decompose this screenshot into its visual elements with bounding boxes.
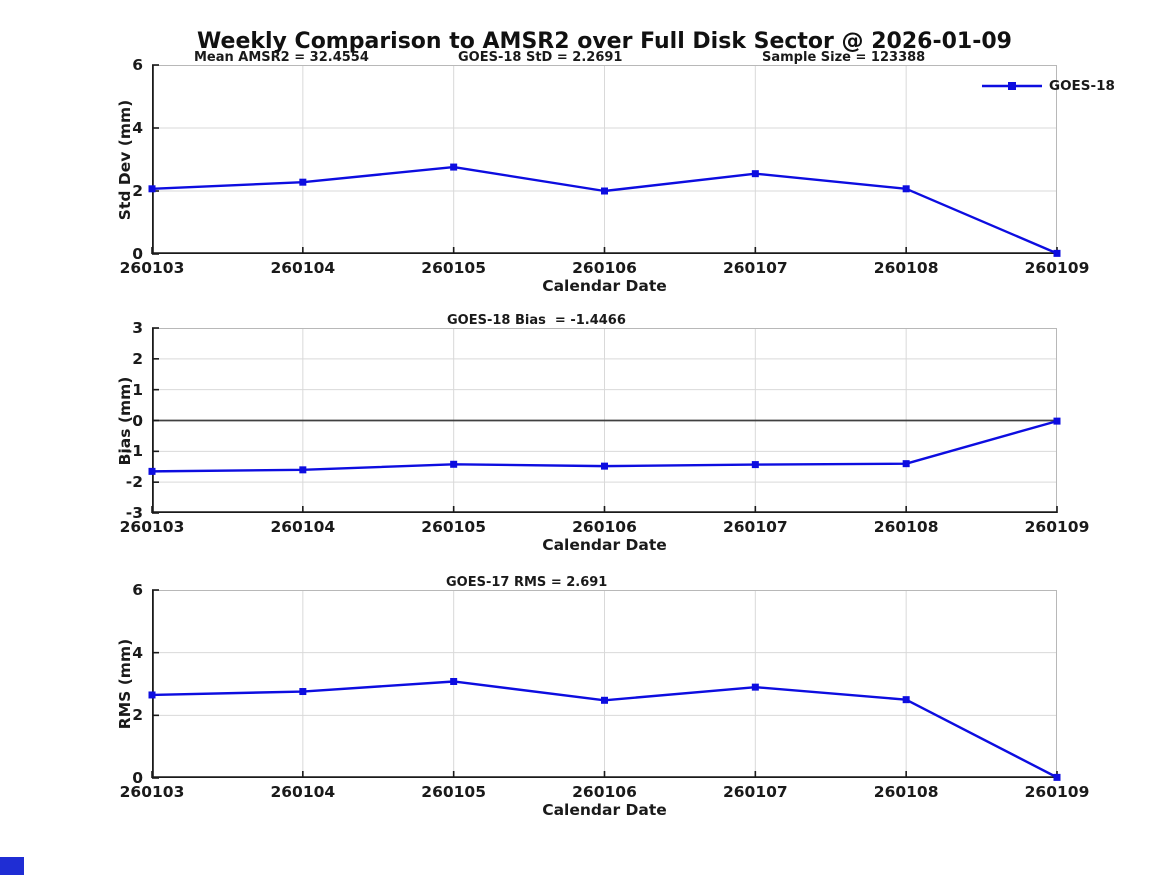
y-tick-label: -3: [125, 504, 143, 522]
y-tick-label: 1: [132, 380, 143, 399]
x-tick-label: 260104: [270, 783, 336, 801]
corner-artifact: [0, 857, 24, 875]
x-tick-label: 260109: [1024, 259, 1090, 277]
legend: GOES-18: [982, 78, 1115, 94]
rms-x-axis-label: Calendar Date: [542, 801, 667, 819]
y-tick-label: 6: [132, 581, 143, 599]
x-tick-label: 260109: [1024, 783, 1090, 801]
y-tick-label: 3: [132, 319, 143, 337]
y-tick-label: 2: [132, 182, 143, 200]
subplot-annotation: Mean AMSR2 = 32.4554: [194, 50, 369, 65]
x-tick-label: 260106: [572, 259, 637, 277]
y-tick-label: 2: [132, 349, 143, 368]
y-tick-label: 4: [132, 119, 143, 137]
x-tick-label: 260108: [873, 783, 939, 801]
subplot-annotation: Sample Size = 123388: [762, 50, 926, 65]
legend-square-marker-icon: [1008, 82, 1016, 90]
x-tick-label: 260105: [421, 259, 487, 277]
legend-line-sample: [982, 82, 1042, 90]
x-tick-label: 260107: [722, 783, 788, 801]
x-tick-label: 260107: [722, 259, 788, 277]
stddev-y-axis-label: Std Dev (mm): [116, 99, 134, 220]
bias-x-axis-label: Calendar Date: [542, 536, 667, 554]
legend-label: GOES-18: [1049, 78, 1115, 94]
y-tick-label: 6: [132, 56, 143, 74]
bias-plot-area: [148, 327, 1061, 514]
y-tick-label: 0: [132, 245, 143, 263]
y-tick-label: -2: [125, 473, 143, 492]
stddev-plot-area: [148, 64, 1061, 257]
x-tick-label: 260105: [421, 518, 487, 536]
subplot-stddev: Std Dev (mm) Calendar Date GOES-18 26010…: [116, 51, 1115, 296]
subplot-bias: Bias (mm) Calendar Date 260103 260104 2601…: [116, 314, 1089, 555]
x-tick-label: 260104: [270, 518, 336, 536]
y-tick-label: -1: [125, 442, 143, 461]
x-tick-label: 260108: [873, 518, 939, 536]
x-tick-label: 260103: [119, 259, 185, 277]
x-tick-label: 260106: [572, 518, 637, 536]
x-tick-label: 260107: [722, 518, 788, 536]
x-tick-label: 260103: [119, 518, 185, 536]
subplot-annotation: GOES-18 Bias = -1.4466: [447, 313, 626, 328]
y-tick-label: 0: [132, 411, 143, 430]
x-tick-label: 260104: [270, 259, 336, 277]
y-tick-label: 2: [132, 706, 143, 725]
y-tick-label: 4: [132, 643, 143, 662]
subplot-annotation: GOES-18 StD = 2.2691: [458, 50, 623, 65]
x-tick-label: 260109: [1024, 518, 1090, 536]
x-tick-label: 260103: [119, 783, 185, 801]
rms-plot-area: [148, 589, 1061, 781]
x-tick-label: 260106: [572, 783, 637, 801]
subplot-rms: RMS (mm) Calendar Date 260103 260104 26010…: [116, 576, 1089, 820]
stddev-x-axis-label: Calendar Date: [542, 277, 667, 295]
x-tick-label: 260105: [421, 783, 487, 801]
y-tick-label: 0: [132, 769, 143, 787]
figure-title: Weekly Comparison to AMSR2 over Full Dis…: [197, 29, 1012, 54]
x-tick-label: 260108: [873, 259, 939, 277]
subplot-annotation: GOES-17 RMS = 2.691: [446, 575, 608, 590]
